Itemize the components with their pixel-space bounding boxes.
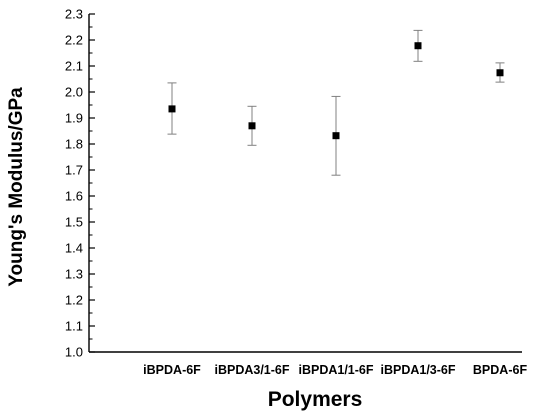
data-point — [332, 132, 340, 140]
x-category-label: iBPDA3/1-6F — [214, 363, 289, 377]
axes — [88, 14, 522, 353]
y-tick-label: 1.0 — [65, 345, 83, 360]
data-points — [168, 42, 504, 140]
data-point — [496, 69, 504, 77]
data-point — [248, 122, 256, 130]
x-axis-title: Polymers — [268, 388, 363, 411]
y-tick-label: 2.0 — [65, 85, 83, 100]
x-category-label: iBPDA1/1-6F — [298, 363, 373, 377]
x-category-label: iBPDA-6F — [143, 363, 201, 377]
y-tick-label: 1.6 — [65, 189, 83, 204]
x-category-label: iBPDA1/3-6F — [380, 363, 455, 377]
y-tick-label: 1.2 — [65, 293, 83, 308]
y-tick-label: 1.4 — [65, 241, 83, 256]
data-point — [168, 105, 176, 113]
x-category-label: BPDA-6F — [473, 363, 528, 377]
y-tick-label: 1.1 — [65, 319, 83, 334]
y-tick-label: 1.7 — [65, 163, 83, 178]
y-tick-label: 2.3 — [65, 7, 83, 22]
error-bars — [167, 29, 505, 176]
data-point — [414, 42, 422, 50]
y-axis-ticks: 1.0 1.1 1.2 1.3 1.4 1.5 1.6 1.7 1.8 1.9 2.0 2.1 2.2 2… — [65, 7, 95, 360]
y-tick-label: 1.3 — [65, 267, 83, 282]
y-tick-label: 1.8 — [65, 137, 83, 152]
x-axis-category-labels: iBPDA-6F iBPDA3/1-6F iBPDA1/1-6F iBPDA1/3-6… — [143, 363, 527, 377]
y-tick-label: 2.2 — [65, 33, 83, 48]
y-tick-label: 2.1 — [65, 59, 83, 74]
y-tick-label: 1.9 — [65, 111, 83, 126]
y-tick-label: 1.5 — [65, 215, 83, 230]
y-axis-title: Young's Modulus/GPa — [6, 87, 27, 287]
